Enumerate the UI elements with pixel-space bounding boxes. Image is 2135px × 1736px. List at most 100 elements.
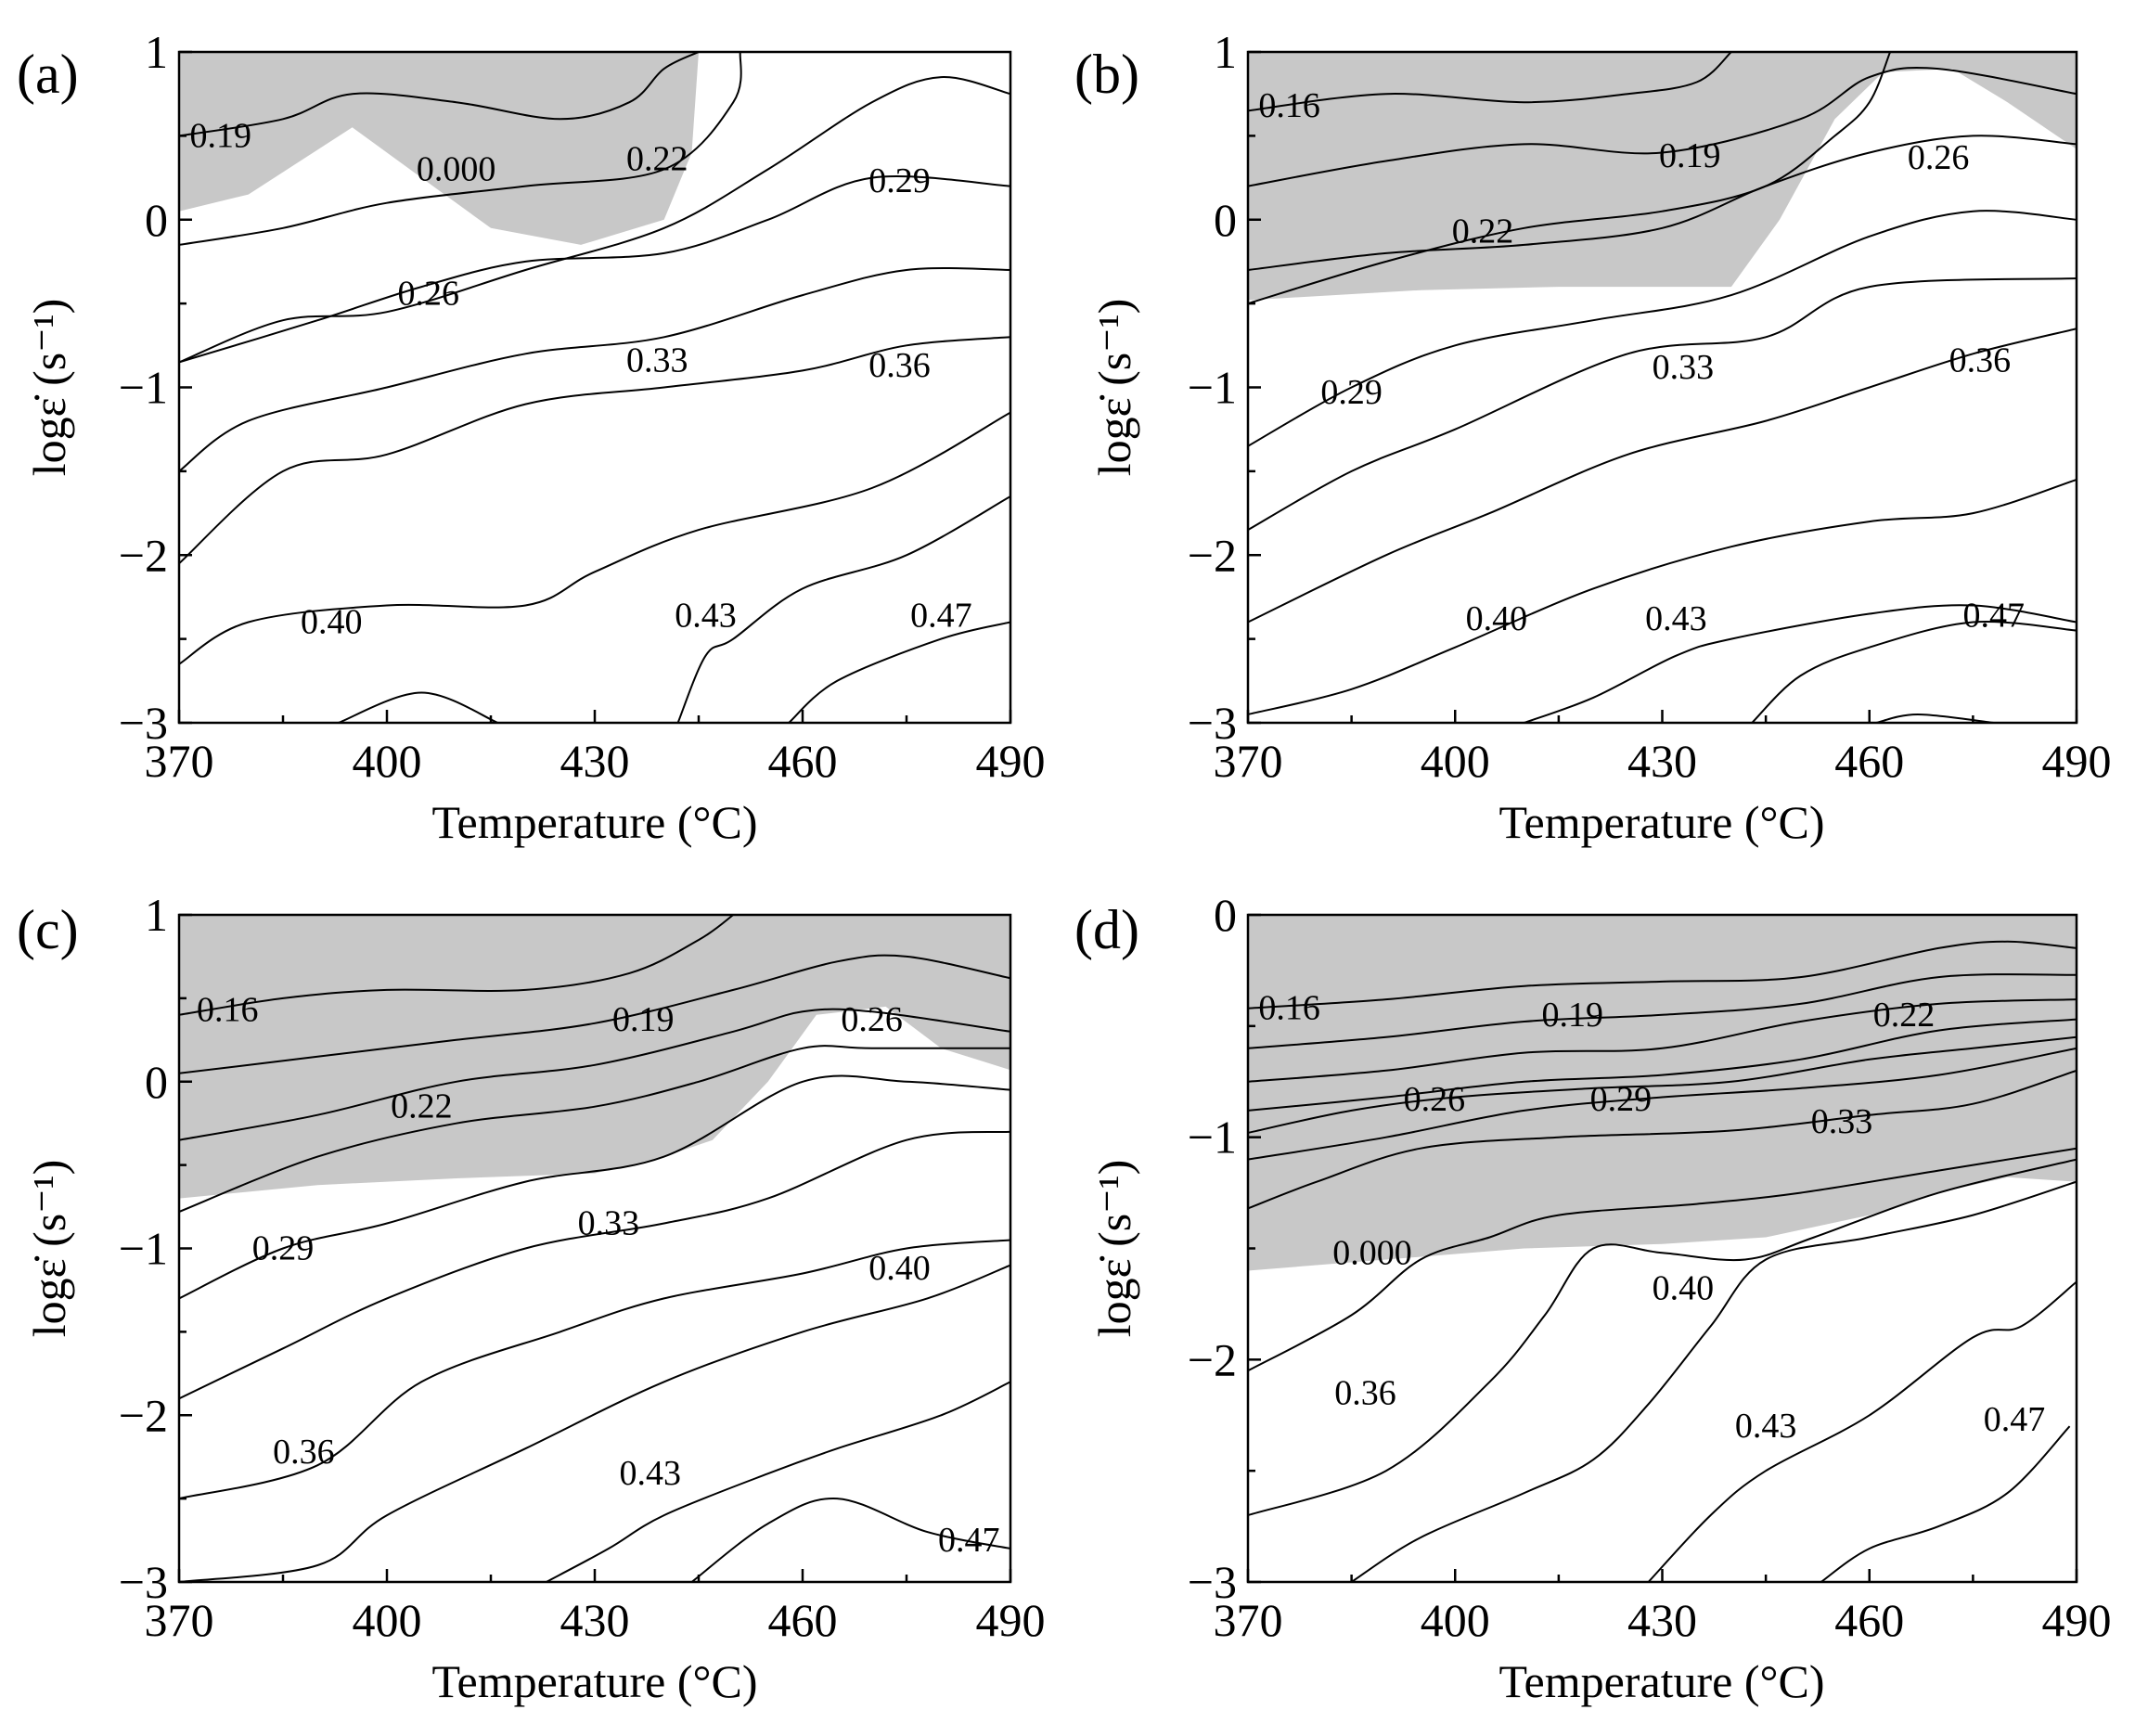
contour-line <box>1751 621 2077 723</box>
contour-label: 0.19 <box>612 1000 675 1039</box>
x-tick-label: 370 <box>1214 1594 1283 1646</box>
contour-line <box>1248 973 2077 1049</box>
contour-line <box>179 1074 1010 1300</box>
panel-b: 0.16 0.19 0.26 0.22 0.29 0.33 0.36 0.40 0.43 0.47… <box>1074 26 2112 848</box>
x-tick-label: 460 <box>768 735 838 787</box>
contour-label: 0.19 <box>1659 136 1721 175</box>
contour-label: 0.40 <box>301 603 363 642</box>
contour-line <box>1248 1047 2077 1161</box>
contour-line <box>788 621 1010 723</box>
contour-label: 0.16 <box>1258 86 1320 125</box>
contour-label: 0.36 <box>1334 1373 1396 1412</box>
contour-line <box>179 1130 1010 1400</box>
y-tick-label: 0 <box>1214 194 1237 246</box>
instability-region <box>179 52 699 245</box>
y-axis-title: logε̇ (s⁻¹) <box>1088 299 1140 477</box>
x-tick-label: 400 <box>1421 735 1490 787</box>
y-tick-label: −1 <box>119 1223 168 1275</box>
contour-line <box>1248 940 2077 1009</box>
instability-region <box>179 915 1010 1199</box>
contour-line <box>338 691 498 723</box>
contour-line <box>1875 713 1994 723</box>
panel-d: 0.16 0.19 0.22 0.26 0.29 0.33 0.000 0.36 0.40 0.4… <box>1074 889 2112 1707</box>
y-tick-label: −2 <box>1188 1333 1237 1385</box>
x-axis-title: Temperature (°C) <box>1498 796 1824 848</box>
x-tick-label: 490 <box>976 735 1046 787</box>
contour-line <box>179 411 1010 665</box>
y-tick-label: −3 <box>1188 697 1237 749</box>
x-axis-title: Temperature (°C) <box>1498 1655 1824 1707</box>
contour-label: 0.16 <box>1258 989 1320 1028</box>
contour-label: 0.47 <box>1962 596 2025 635</box>
contour-label: 0.16 <box>197 990 259 1029</box>
contour-label: 0.000 <box>417 150 496 189</box>
contour-line <box>1248 1147 2077 1372</box>
x-tick-label: 370 <box>145 1594 214 1646</box>
contour-label: 0.36 <box>868 346 931 385</box>
contour-line <box>179 52 700 137</box>
plot-area <box>1248 52 2077 723</box>
plot-area <box>1248 915 2077 1582</box>
contour-label: 0.33 <box>1653 348 1715 387</box>
y-tick-label: 0 <box>145 1056 168 1108</box>
x-tick-label: 430 <box>560 735 630 787</box>
contour-line <box>179 954 1010 1074</box>
contour-label: 0.47 <box>910 596 972 635</box>
contour-line <box>1248 1069 2077 1210</box>
panel-label: (a) <box>17 44 79 105</box>
contour-line <box>179 1239 1010 1500</box>
x-tick-label: 460 <box>768 1594 838 1646</box>
panel-label: (c) <box>17 899 79 960</box>
y-tick-label: −3 <box>119 697 168 749</box>
y-axis-title: logε̇ (s⁻¹) <box>1088 1160 1140 1338</box>
contour-line <box>1248 210 2077 447</box>
contour-line <box>1248 135 2077 271</box>
contour-line <box>179 52 742 246</box>
y-axis-title: logε̇ (s⁻¹) <box>23 299 75 477</box>
contour-label: 0.22 <box>1873 996 1936 1035</box>
x-tick-label: 430 <box>1627 1594 1697 1646</box>
contour-line <box>1248 478 2077 715</box>
contour-line <box>1248 52 1732 112</box>
contour-label: 0.40 <box>868 1249 931 1288</box>
contour-line <box>1524 604 2077 723</box>
x-axis-title: Temperature (°C) <box>431 1655 757 1707</box>
contour-line <box>179 1008 1010 1141</box>
contour-line <box>546 1381 1010 1582</box>
y-tick-label: −1 <box>119 362 168 414</box>
y-tick-label: −2 <box>119 1389 168 1441</box>
contour-label: 0.29 <box>1590 1080 1653 1119</box>
contour-line <box>690 1498 1010 1582</box>
y-tick-label: 1 <box>145 889 168 941</box>
x-tick-label: 370 <box>145 735 214 787</box>
contour-line <box>1248 277 2077 531</box>
y-tick-label: 1 <box>145 26 168 78</box>
contour-line <box>1248 998 2077 1083</box>
contour-line <box>1351 1180 2077 1582</box>
contour-line <box>179 267 1010 472</box>
panel-label: (b) <box>1074 44 1139 105</box>
contour-label: 0.33 <box>626 341 688 380</box>
instability-region <box>1248 52 2077 301</box>
contour-line <box>1248 1158 2077 1517</box>
y-tick-label: −2 <box>1188 529 1237 581</box>
contour-label: 0.22 <box>1452 212 1514 251</box>
contour-label: 0.26 <box>398 274 460 313</box>
x-tick-label: 400 <box>1421 1594 1490 1646</box>
contour-line <box>1248 328 2077 624</box>
contour-line <box>1248 1018 2077 1112</box>
contour-label: 0.33 <box>578 1204 640 1243</box>
contour-label: 0.43 <box>619 1454 681 1493</box>
contour-line <box>179 915 734 1016</box>
contour-label: 0.22 <box>626 140 688 179</box>
contour-line <box>179 1264 1010 1582</box>
x-tick-label: 370 <box>1214 735 1283 787</box>
contour-line <box>1820 1425 2071 1582</box>
contour-label: 0.26 <box>1404 1080 1466 1119</box>
x-tick-label: 400 <box>353 1594 422 1646</box>
contour-label: 0.43 <box>1645 599 1707 638</box>
contour-label: 0.22 <box>391 1087 453 1126</box>
contour-line <box>1248 66 2077 187</box>
contour-line <box>1647 1280 2077 1582</box>
